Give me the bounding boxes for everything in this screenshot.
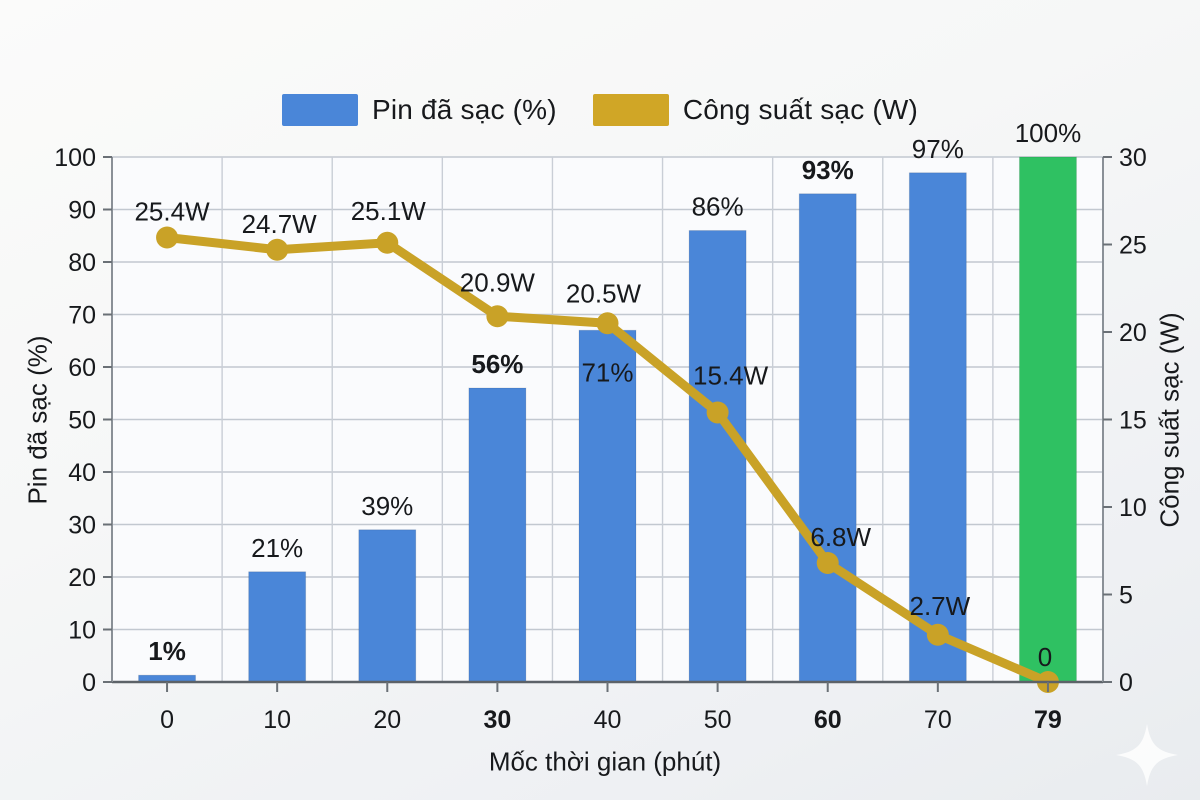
legend: Pin đã sạc (%) Công suất sạc (W) xyxy=(0,90,1200,130)
bar-label-40: 71% xyxy=(581,357,633,387)
x-tick-label-40: 40 xyxy=(594,706,622,734)
power-label-0: 25.4W xyxy=(134,197,210,227)
power-point-10 xyxy=(266,238,289,261)
x-tick-label-0: 0 xyxy=(160,706,174,734)
y-axis-title-right: Công suất sạc (W) xyxy=(1154,312,1185,528)
left-tick-label-50: 50 xyxy=(68,407,96,435)
bar-label-10: 21% xyxy=(251,533,303,563)
legend-item-battery: Pin đã sạc (%) xyxy=(281,94,557,126)
left-tick-label-40: 40 xyxy=(68,459,96,487)
x-axis-title: Mốc thời gian (phút) xyxy=(488,746,722,777)
right-tick-label-0: 0 xyxy=(1119,669,1133,697)
bar-20 xyxy=(358,529,417,683)
power-point-0 xyxy=(156,226,179,249)
power-point-30 xyxy=(486,305,509,328)
power-label-10: 24.7W xyxy=(242,209,318,239)
bar-label-30: 56% xyxy=(471,349,523,379)
x-tick-label-50: 50 xyxy=(704,706,732,734)
x-tick-label-79: 79 xyxy=(1034,706,1062,734)
right-tick-label-30: 30 xyxy=(1119,144,1147,172)
bar-10 xyxy=(248,571,307,683)
bar-50 xyxy=(688,230,747,683)
bar-60 xyxy=(798,193,857,683)
x-tick-label-30: 30 xyxy=(483,706,511,734)
power-point-20 xyxy=(376,231,399,254)
bar-70 xyxy=(908,172,967,683)
power-label-79: 0 xyxy=(1038,642,1052,672)
power-point-60 xyxy=(816,552,839,574)
legend-swatch-battery-icon xyxy=(281,94,358,126)
power-label-40: 20.5W xyxy=(566,278,642,308)
left-tick-label-30: 30 xyxy=(68,512,96,540)
bar-label-50: 86% xyxy=(692,192,744,222)
left-tick-label-70: 70 xyxy=(68,302,96,330)
power-point-70 xyxy=(926,623,949,646)
power-label-70: 2.7W xyxy=(909,591,970,621)
power-label-30: 20.9W xyxy=(460,267,536,297)
right-tick-label-10: 10 xyxy=(1119,494,1147,522)
bar-label-20: 39% xyxy=(361,491,413,521)
bar-label-79: 100% xyxy=(1015,118,1082,148)
left-tick-label-80: 80 xyxy=(68,249,96,277)
bar-79 xyxy=(1018,156,1077,683)
bar-label-60: 93% xyxy=(802,155,854,185)
power-point-50 xyxy=(706,401,729,424)
right-tick-label-25: 25 xyxy=(1119,232,1147,260)
legend-label-battery: Pin đã sạc (%) xyxy=(371,94,557,125)
right-tick-label-15: 15 xyxy=(1119,407,1147,435)
power-label-60: 6.8W xyxy=(810,522,871,552)
bar-30 xyxy=(468,387,527,683)
power-point-40 xyxy=(596,312,619,335)
left-tick-label-10: 10 xyxy=(68,617,96,645)
left-tick-label-100: 100 xyxy=(54,144,96,172)
y-axis-title-left: Pin đã sạc (%) xyxy=(22,335,53,505)
right-tick-label-5: 5 xyxy=(1119,582,1133,610)
bar-label-0: 1% xyxy=(148,636,186,666)
power-label-20: 25.1W xyxy=(351,196,427,226)
left-tick-label-20: 20 xyxy=(68,564,96,592)
bar-label-70: 97% xyxy=(912,134,964,164)
x-tick-label-10: 10 xyxy=(263,706,291,734)
sparkle-icon xyxy=(1116,724,1178,786)
right-tick-label-20: 20 xyxy=(1119,319,1147,347)
x-tick-label-70: 70 xyxy=(924,706,952,734)
left-tick-label-90: 90 xyxy=(68,197,96,225)
legend-swatch-power-icon xyxy=(592,94,669,126)
x-tick-label-20: 20 xyxy=(373,706,401,734)
x-tick-label-60: 60 xyxy=(814,706,842,734)
power-label-50: 15.4W xyxy=(693,361,769,391)
left-tick-label-0: 0 xyxy=(82,669,96,697)
left-tick-label-60: 60 xyxy=(68,354,96,382)
legend-label-power: Công suất sạc (W) xyxy=(682,94,919,125)
legend-item-power: Công suất sạc (W) xyxy=(592,94,919,126)
